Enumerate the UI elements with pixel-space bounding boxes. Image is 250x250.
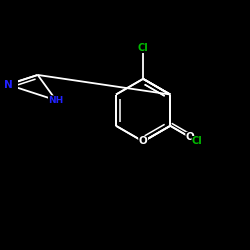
Text: Cl: Cl	[138, 42, 148, 52]
Text: O: O	[186, 132, 194, 142]
Text: O: O	[139, 136, 147, 146]
Text: N: N	[4, 80, 12, 90]
Text: NH: NH	[48, 96, 64, 105]
Text: Cl: Cl	[192, 136, 203, 146]
